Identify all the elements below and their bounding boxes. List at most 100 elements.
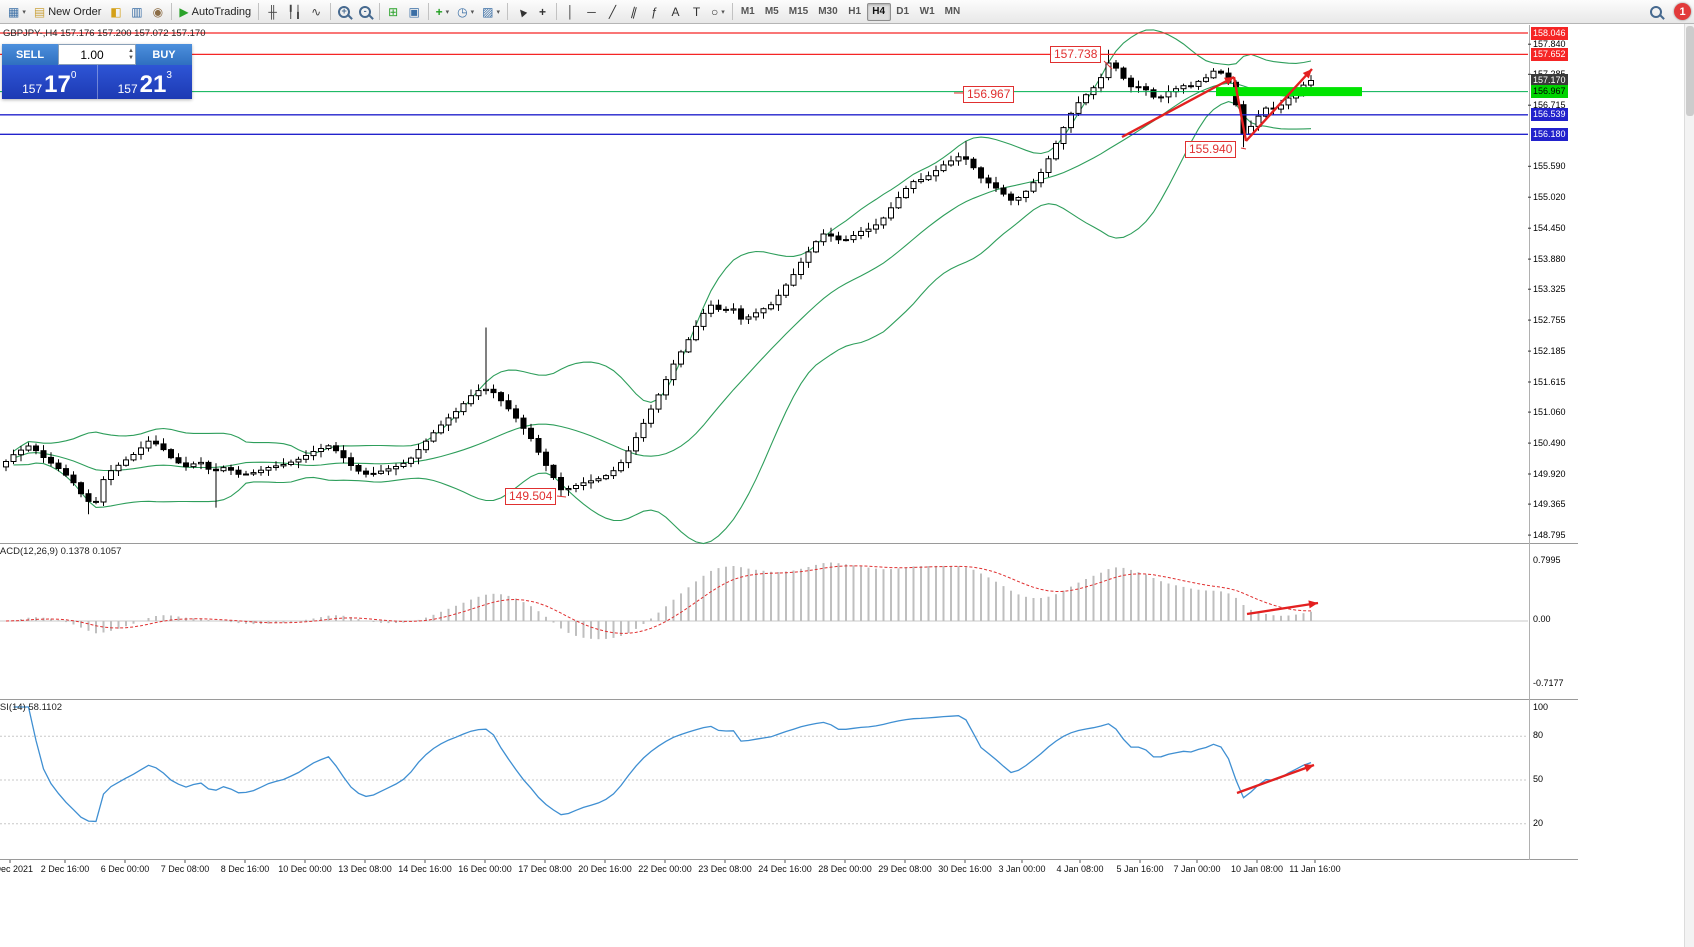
timeframe-m30-button[interactable]: M30 [818,6,838,17]
buy-price-sup: 3 [166,70,172,81]
new-order-button[interactable]: ▤ New Order [30,2,106,22]
horizontal-line-icon: ─ [587,4,596,19]
chart-line-button[interactable]: ∿ [306,2,327,22]
price-axis-label: 152.185 [1533,345,1566,356]
trade-prices-row: 157 17 0 157 21 3 [2,65,192,99]
price-axis-label: 157.285 [1531,68,1568,81]
sell-button[interactable]: SELL [2,44,58,65]
arrange-windows-button[interactable]: ▣ [404,2,425,22]
price-axis-label: 149.920 [1533,468,1566,479]
cursor-button[interactable]: ▲ [511,2,532,22]
text-icon: A [671,4,680,19]
chevron-down-icon: ▾ [721,8,725,16]
trend-arrow[interactable] [1232,76,1248,142]
charts-profile-button[interactable]: ▥ [126,2,147,22]
autotrading-button[interactable]: ▶ AutoTrading [175,2,255,22]
indicator-axis-label: -0.7177 [1533,678,1564,688]
search-button[interactable] [1645,2,1666,22]
sell-price-sup: 0 [70,70,77,81]
macd-signal-line [5,565,1312,634]
price-axis-label: 153.880 [1533,253,1566,264]
stepper-down-icon: ▼ [128,54,134,61]
chevron-down-icon: ▾ [445,8,450,16]
volume-input[interactable] [59,45,135,64]
buy-price-display[interactable]: 157 21 3 [96,65,193,99]
new-chart-button[interactable]: ▦ ▾ [4,2,30,22]
time-axis-label: 3 Jan 00:00 [998,864,1046,874]
toolbar-separator [378,3,380,20]
trend-arrow[interactable] [1246,601,1319,616]
timeframe-h4-button[interactable]: H4 [866,2,891,21]
shapes-button[interactable]: ○ ▾ [707,2,729,22]
chart-bars-button[interactable]: ╫ [262,2,283,22]
trend-arrow[interactable] [1236,763,1315,795]
fibonacci-button[interactable]: ƒ [644,2,665,22]
templates-button[interactable]: ▨ ▾ [478,2,504,22]
arrow-head-icon [1308,600,1318,609]
channel-button[interactable]: ∥ [623,2,644,22]
price-annotation[interactable]: 149.504 [505,488,557,505]
timeframe-m1-button[interactable]: M1 [740,6,755,17]
trendline-icon: ╱ [608,4,617,19]
timeframe-h1-button[interactable]: H1 [848,6,862,17]
toolbar-separator [556,3,557,20]
time-axis-label: 13 Dec 08:00 [338,864,392,874]
price-annotation[interactable]: 155.940 [1185,141,1237,158]
macd-indicator-label: MACD(12,26,9) 0.1378 0.1057 [0,546,122,557]
trade-buttons-row: SELL ▲▼ BUY [2,44,192,65]
timeframe-d1-button[interactable]: D1 [896,6,910,17]
deposit-button[interactable]: ◧ [105,2,126,22]
time-axis-label: 11 Jan 16:00 [1289,864,1341,874]
arrow-head-icon [1224,77,1234,85]
vertical-scrollbar[interactable] [1684,24,1694,947]
periods-button[interactable]: ◷ ▾ [453,2,478,22]
autotrading-label: AutoTrading [191,5,252,18]
text-button[interactable]: A [665,2,686,22]
vertical-line-button[interactable]: │ [560,2,581,22]
zoom-out-button[interactable]: - [355,2,376,22]
chart-bars-icon: ╫ [268,4,277,19]
chart-candles-button[interactable]: ╿╽ [283,2,305,22]
arrow-head-icon [1302,69,1312,79]
timeframe-mn-button[interactable]: MN [944,6,961,17]
toolbar-items: ▦ ▾ ▤ New Order ◧ ▥ ◉ ▶ AutoTrading ╫ ╿╽ ∿ + - ⊞ ▣ + ▾ ◷ ▾ ▨… [4,2,965,22]
timeframe-m5-button[interactable]: M5 [764,6,779,17]
trend-arrow[interactable] [1245,68,1313,142]
toolbar-separator [258,3,260,20]
vertical-line-icon: │ [566,4,575,19]
sell-price-main: 17 [44,71,71,98]
zoom-in-button[interactable]: + [334,2,355,22]
price-axis-label: 156.715 [1533,99,1566,110]
support-button[interactable]: ◉ [147,2,168,22]
price-annotation[interactable]: 156.967 [963,86,1015,103]
buy-button[interactable]: BUY [136,44,192,65]
indicators-add-button[interactable]: + ▾ [432,2,454,22]
notification-badge[interactable]: 1 [1674,3,1691,20]
timeframe-m15-button[interactable]: M15 [788,6,809,17]
stepper-up-icon: ▲ [128,47,134,54]
buy-price-main: 21 [139,71,167,98]
horizontal-line-button[interactable]: ─ [581,2,602,22]
sell-price-display[interactable]: 157 17 0 [2,65,97,99]
scrollbar-thumb[interactable] [1686,26,1694,116]
volume-stepper[interactable]: ▲ ▼ [128,46,134,63]
crosshair-button[interactable]: + [532,2,553,22]
price-axis-label: 156.967 [1531,85,1568,99]
tile-windows-button[interactable]: ⊞ [383,2,404,22]
price-axis-label: 156.180 [1531,127,1568,141]
bollinger-bands [13,29,1312,545]
macd-histogram [12,562,1312,640]
charts-profile-icon: ▥ [131,4,143,19]
green-zone-object[interactable] [1216,87,1362,97]
trendline-button[interactable]: ╱ [602,2,623,22]
symbol-ohlc-label: GBPJPY-,H4 157.176 157.200 157.072 157.1… [3,28,206,39]
price-axis-label: 157.840 [1533,38,1566,49]
time-axis-label: 8 Dec 16:00 [220,864,270,874]
price-annotation[interactable]: 157.738 [1050,46,1102,63]
trend-arrow[interactable] [1121,75,1235,139]
support-icon: ◉ [152,4,164,19]
label-button[interactable]: T [686,2,707,22]
time-axis-label: 7 Dec 08:00 [160,864,210,874]
timeframe-w1-button[interactable]: W1 [919,6,935,17]
